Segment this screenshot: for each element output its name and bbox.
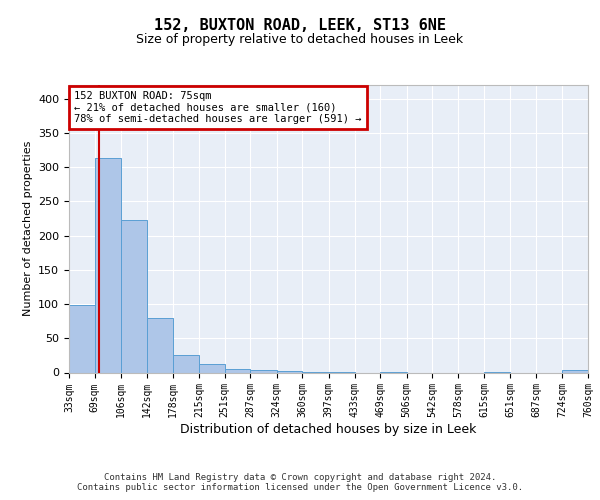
- Text: 152 BUXTON ROAD: 75sqm
← 21% of detached houses are smaller (160)
78% of semi-de: 152 BUXTON ROAD: 75sqm ← 21% of detached…: [74, 91, 362, 124]
- Text: 152, BUXTON ROAD, LEEK, ST13 6NE: 152, BUXTON ROAD, LEEK, ST13 6NE: [154, 18, 446, 32]
- Bar: [250, 370, 277, 372]
- Bar: [147, 318, 173, 372]
- Bar: [562, 370, 588, 372]
- Bar: [199, 364, 224, 372]
- Text: Size of property relative to detached houses in Leek: Size of property relative to detached ho…: [136, 32, 464, 46]
- Bar: [69, 306, 95, 372]
- Bar: [121, 220, 147, 372]
- Text: Contains HM Land Registry data © Crown copyright and database right 2024.
Contai: Contains HM Land Registry data © Crown c…: [77, 473, 523, 492]
- Y-axis label: Number of detached properties: Number of detached properties: [23, 141, 32, 316]
- Bar: [173, 354, 199, 372]
- Bar: [277, 371, 302, 372]
- Bar: [95, 158, 121, 372]
- Bar: [224, 369, 250, 372]
- X-axis label: Distribution of detached houses by size in Leek: Distribution of detached houses by size …: [181, 423, 476, 436]
